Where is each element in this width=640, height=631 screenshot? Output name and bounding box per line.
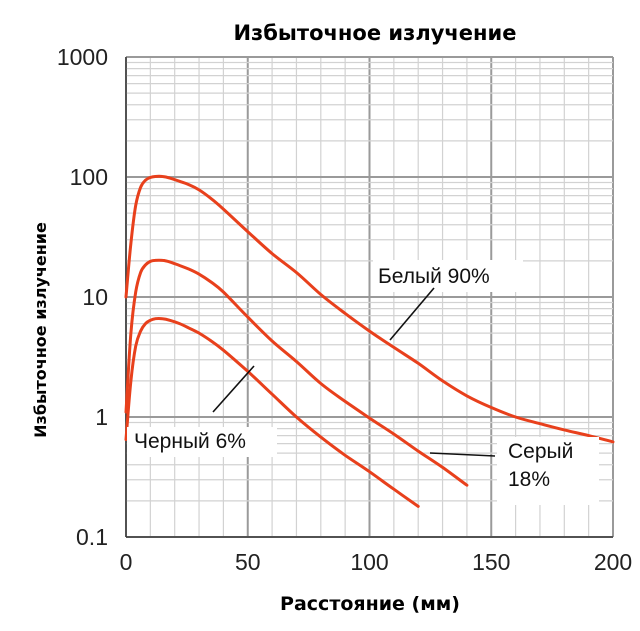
- series-leader-line: [389, 287, 435, 341]
- x-tick-label: 50: [235, 549, 261, 575]
- series-leader-line: [429, 452, 496, 457]
- series-line-1: [124, 258, 469, 487]
- axes: 0 50 100 150 200 0.1 1 10 100 1000: [57, 44, 632, 575]
- series-line-0: [124, 174, 615, 444]
- y-axis-label: Избыточное излучение: [31, 222, 50, 438]
- series-label-0: Белый 90%: [378, 265, 490, 288]
- y-tick-label: 100: [70, 164, 108, 190]
- y-tick-label: 1: [95, 404, 108, 430]
- series-label-background: [373, 260, 523, 292]
- series-leader-line: [212, 365, 255, 413]
- y-tick-label: 1000: [57, 44, 108, 70]
- x-tick-label: 150: [472, 549, 510, 575]
- series-line-2: [124, 316, 420, 508]
- series-label-1: Серый: [508, 440, 573, 463]
- series-label-2: Черный 6%: [134, 430, 246, 453]
- series-label-background: [127, 427, 277, 457]
- x-axis-label: Расстояние (мм): [280, 593, 460, 615]
- series-lines: [124, 174, 615, 508]
- y-tick-label: 0.1: [76, 524, 108, 550]
- series-label-background: [497, 437, 599, 505]
- series-label-1: 18%: [508, 468, 550, 491]
- x-tick-label: 100: [350, 549, 388, 575]
- x-tick-label: 200: [594, 549, 632, 575]
- y-tick-label: 10: [82, 284, 108, 310]
- series-labels: Белый 90% Серый 18% Черный 6%: [127, 260, 599, 505]
- chart-title: Избыточное излучение: [233, 21, 516, 45]
- x-tick-label: 0: [120, 549, 133, 575]
